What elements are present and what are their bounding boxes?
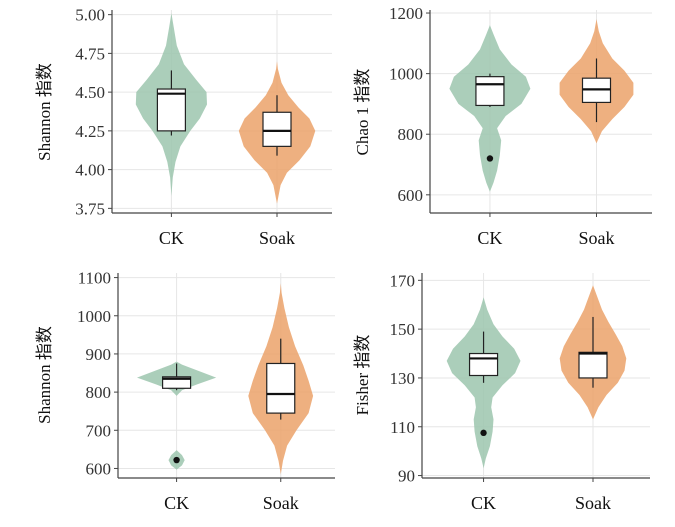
series-soak [248, 283, 314, 475]
y-tick-label: 3.75 [75, 199, 105, 218]
series-ck [135, 13, 207, 196]
y-tick-label: 4.50 [75, 83, 105, 102]
y-tick-label: 4.00 [75, 161, 105, 180]
y-axis-title: Chao 1 指数 [353, 69, 372, 156]
violin-panel-3: 600 700 800 900 1000 1100 CK Soak Shannon 指数 [35, 269, 335, 513]
series-soak [238, 61, 316, 204]
y-axis-title: Shannon 指数 [35, 326, 54, 424]
box [266, 362, 296, 414]
box [262, 111, 292, 147]
series-ck [449, 25, 531, 192]
y-tick-label: 1000 [77, 307, 111, 326]
violin-panel-1: 3.75 4.00 4.25 4.50 4.75 5.00 CK Soak Shannon 指数 [35, 6, 332, 248]
y-tick-label: 110 [390, 418, 415, 437]
y-tick-label: 600 [398, 186, 424, 205]
x-category-label: Soak [579, 228, 615, 248]
box [156, 88, 186, 132]
box [468, 352, 499, 377]
outlier-point [173, 456, 180, 464]
outlier-point [480, 429, 487, 437]
y-tick-label: 4.75 [75, 44, 105, 63]
y-tick-label: 5.00 [75, 6, 105, 25]
y-tick-label: 90 [398, 467, 415, 486]
y-axis-title: Fisher 指数 [353, 335, 372, 416]
x-category-label: Soak [263, 493, 299, 513]
box [475, 76, 505, 107]
y-tick-label: 900 [86, 345, 112, 364]
y-tick-label: 170 [390, 271, 416, 290]
box [578, 351, 608, 379]
y-tick-label: 800 [86, 383, 112, 402]
series-ck [446, 297, 521, 469]
x-category-label: Soak [575, 493, 611, 513]
violin-panel-4: 90 110 130 150 170 CK Soak Fisher 指数 [353, 271, 650, 513]
box [161, 376, 192, 389]
y-axis-title: Shannon 指数 [35, 63, 54, 161]
y-tick-label: 4.25 [75, 122, 105, 141]
y-tick-label: 600 [86, 459, 112, 478]
x-category-label: Soak [259, 228, 295, 248]
violin-panel-2: 600 800 1000 1200 CK Soak Chao 1 指数 [353, 4, 652, 248]
x-category-label: CK [471, 493, 496, 513]
series-ck [137, 361, 217, 470]
y-tick-label: 1200 [389, 4, 423, 23]
series-soak [559, 19, 634, 144]
y-tick-label: 800 [398, 125, 424, 144]
y-tick-label: 700 [86, 421, 112, 440]
violin-ck [449, 25, 531, 192]
y-tick-label: 1100 [78, 269, 111, 288]
x-category-label: CK [164, 493, 189, 513]
x-category-label: CK [477, 228, 502, 248]
x-category-label: CK [159, 228, 184, 248]
y-tick-label: 1000 [389, 65, 423, 84]
y-tick-label: 150 [390, 320, 416, 339]
series-soak [559, 285, 627, 420]
y-tick-label: 130 [390, 369, 416, 388]
outlier-point [486, 155, 494, 162]
